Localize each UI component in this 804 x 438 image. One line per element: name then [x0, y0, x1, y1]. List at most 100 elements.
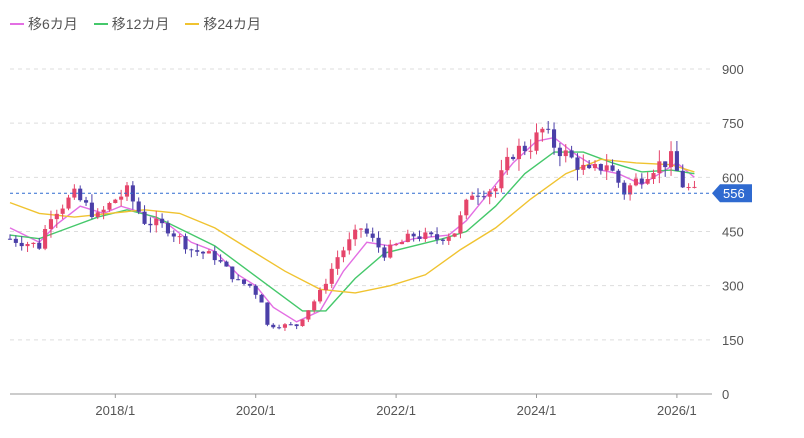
candle-body-66: [394, 244, 399, 246]
candle-body-58: [347, 239, 352, 251]
candle-body-114: [674, 151, 679, 171]
x-tick-label-2024/1: 2024/1: [517, 403, 557, 418]
candle-body-31: [189, 249, 194, 251]
candle-body-96: [569, 150, 574, 158]
x-tick-label-2026/1: 2026/1: [657, 403, 697, 418]
candle-body-76: [452, 233, 457, 237]
y-tick-label-450: 450: [722, 225, 744, 240]
candle-body-55: [329, 268, 334, 284]
candle-body-65: [388, 244, 393, 258]
candle-body-54: [323, 283, 328, 291]
candle-body-97: [575, 157, 580, 170]
legend-item-ma24[interactable]: 移24カ月: [185, 14, 261, 34]
candle-body-47: [282, 324, 287, 328]
candle-body-105: [622, 182, 627, 195]
candle-body-44: [265, 302, 270, 325]
candle-body-89: [528, 150, 533, 152]
candle-body-112: [663, 161, 668, 168]
candle-body-102: [604, 165, 609, 171]
candle-body-85: [505, 156, 510, 171]
candle-body-3: [25, 243, 30, 247]
legend-label-ma6: 移6カ月: [28, 16, 78, 32]
candle-body-15: [95, 212, 100, 218]
candle-body-11: [72, 188, 77, 198]
candle-body-45: [271, 324, 276, 328]
candle-body-25: [154, 218, 159, 226]
candle-body-93: [552, 129, 557, 148]
candle-body-34: [206, 251, 211, 254]
candle-body-14: [89, 202, 94, 218]
candle-body-33: [201, 251, 206, 254]
candle-body-9: [60, 208, 65, 214]
candle-body-67: [399, 242, 404, 245]
candle-body-6: [43, 228, 48, 249]
candle-body-0: [7, 238, 13, 240]
candle-body-12: [78, 188, 83, 201]
y-tick-label-300: 300: [722, 279, 744, 294]
candle-body-108: [639, 178, 644, 184]
legend-item-ma12[interactable]: 移12カ月: [93, 14, 170, 34]
candle-body-116: [686, 187, 691, 189]
x-tick-label-2018/1: 2018/1: [95, 403, 135, 418]
candle-body-52: [312, 301, 317, 311]
candle-body-1: [13, 238, 18, 243]
candle-body-78: [464, 199, 469, 216]
legend-swatch-ma12: [93, 23, 108, 25]
candle-body-24: [148, 223, 153, 226]
candle-body-80: [475, 195, 481, 197]
candle-body-18: [113, 199, 118, 203]
candle-body-13: [84, 200, 89, 203]
candle-body-8: [54, 213, 59, 220]
candle-body-5: [37, 242, 42, 249]
candle-body-84: [499, 170, 504, 189]
candle-body-110: [651, 173, 656, 180]
x-tick-label-2020/1: 2020/1: [236, 403, 276, 418]
candle-body-68: [405, 233, 410, 243]
candle-body-20: [124, 185, 130, 197]
ma-line-1: [9, 151, 695, 312]
candle-body-32: [195, 250, 200, 252]
candle-body-111: [657, 161, 662, 174]
y-tick-label-600: 600: [722, 170, 744, 185]
candle-body-16: [101, 209, 106, 213]
moving-average-lines: [9, 136, 695, 323]
candle-body-53: [318, 290, 323, 302]
x-tick-label-2022/1: 2022/1: [376, 403, 416, 418]
candle-body-48: [288, 324, 293, 326]
candle-body-71: [423, 232, 428, 239]
candle-body-73: [435, 234, 440, 240]
legend-item-ma6[interactable]: 移6カ月: [10, 14, 78, 34]
candle-body-27: [165, 223, 170, 234]
candle-body-70: [417, 236, 422, 239]
candle-body-62: [370, 233, 375, 238]
ma-line-0: [9, 136, 695, 323]
candle-body-94: [557, 147, 562, 157]
candle-body-98: [581, 164, 586, 170]
candle-body-39: [236, 279, 241, 281]
candle-body-28: [171, 233, 176, 237]
axes: 0 150 300 450 600 750 900 2018/1 2020/1 2022/1 202…: [10, 62, 744, 418]
candle-body-87: [516, 145, 521, 160]
candle-body-74: [440, 239, 445, 241]
candle-body-99: [587, 164, 592, 169]
candle-body-83: [493, 188, 498, 192]
legend-swatch-ma6: [10, 23, 24, 25]
candle-body-30: [183, 236, 188, 250]
legend-label-ma12: 移12カ月: [111, 16, 170, 32]
candle-body-59: [353, 229, 358, 240]
candle-body-17: [107, 202, 112, 210]
candle-body-63: [376, 237, 381, 248]
current-price-label: 556: [723, 186, 745, 201]
candle-body-103: [610, 165, 615, 171]
candle-body-10: [66, 197, 71, 209]
candle-body-90: [534, 132, 539, 151]
candle-body-64: [382, 247, 387, 258]
candle-body-109: [645, 179, 650, 184]
candle-body-88: [522, 145, 527, 152]
y-tick-label-150: 150: [722, 333, 744, 348]
candle-body-43: [259, 294, 264, 303]
candle-body-95: [563, 150, 568, 157]
candle-body-86: [511, 156, 516, 160]
legend: 移6カ月 移12カ月 移24カ月: [10, 14, 261, 34]
